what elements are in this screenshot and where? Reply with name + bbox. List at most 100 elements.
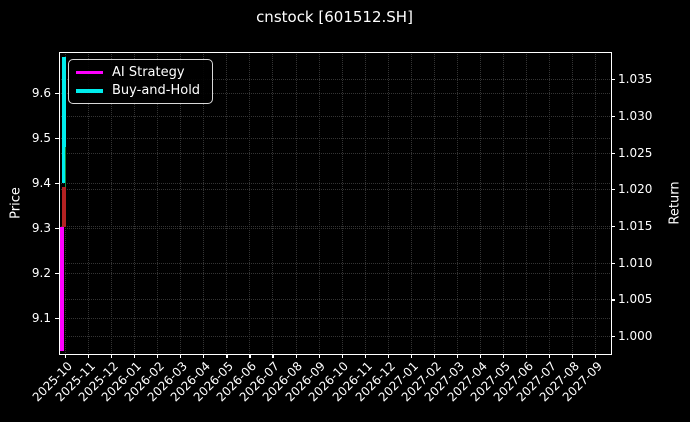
date-grid-line: [410, 52, 412, 353]
date-grid-line: [341, 52, 343, 353]
date-tick: [157, 354, 159, 358]
date-tick: [549, 354, 551, 358]
chart-title: cnstock [601512.SH]: [256, 8, 413, 26]
return-grid-line: [59, 262, 610, 264]
date-grid-line: [88, 52, 90, 353]
return-tick: [611, 152, 615, 154]
return-tick-label: 1.015: [618, 218, 653, 233]
date-tick: [203, 354, 205, 358]
return-grid-line: [59, 189, 610, 191]
return-grid-line: [59, 115, 610, 117]
buy-and-hold-line-swatch: [76, 89, 103, 93]
date-tick: [502, 354, 505, 358]
series-line-price-falling: [62, 187, 66, 227]
price-grid-line: [59, 317, 610, 319]
date-tick: [111, 354, 113, 358]
date-grid-line: [295, 52, 297, 353]
date-tick: [226, 354, 228, 358]
legend-label: AI Strategy: [112, 64, 185, 80]
price-tick-label: 9.6: [31, 85, 51, 100]
date-grid-line: [526, 52, 527, 353]
return-grid-line: [59, 299, 610, 301]
series-line-ai-strategy: [59, 227, 64, 351]
date-tick: [341, 354, 343, 358]
date-grid-line: [456, 52, 458, 353]
return-grid-line: [59, 225, 610, 227]
price-tick: [55, 227, 59, 230]
date-tick: [180, 354, 182, 358]
legend-item-buy-and-hold: Buy-and-Hold: [76, 83, 206, 98]
date-grid-line: [272, 52, 274, 353]
date-grid-line: [249, 52, 251, 353]
date-grid-line: [111, 52, 113, 353]
return-tick-label: 1.025: [618, 145, 653, 160]
price-grid-line: [59, 227, 610, 229]
date-tick: [249, 354, 251, 358]
date-tick: [364, 354, 366, 358]
date-tick: [65, 354, 67, 358]
date-grid-line: [549, 52, 551, 353]
price-tick: [55, 182, 59, 185]
left-axis-label: Price: [8, 187, 24, 219]
date-grid-line: [433, 52, 435, 353]
date-tick: [456, 354, 459, 358]
date-grid-line: [226, 52, 228, 353]
date-tick: [295, 354, 297, 358]
return-tick-label: 1.020: [618, 182, 653, 197]
date-grid-line: [318, 52, 320, 353]
return-tick: [611, 189, 615, 191]
ai-strategy-line-swatch: [76, 70, 103, 74]
date-grid-line: [387, 52, 389, 353]
date-grid-line: [479, 52, 481, 353]
series-line-buy-and-hold: [61, 57, 67, 184]
date-tick: [526, 354, 528, 358]
price-tick: [55, 317, 59, 320]
return-tick: [611, 336, 615, 338]
date-grid-line: [364, 52, 366, 353]
price-tick-label: 9.1: [31, 310, 51, 325]
date-grid-line: [203, 52, 205, 353]
price-tick-label: 9.2: [31, 265, 51, 280]
plot-area: [59, 52, 612, 355]
return-tick: [611, 79, 615, 81]
return-tick-label: 1.030: [618, 108, 653, 123]
price-tick: [55, 137, 59, 140]
date-grid-line: [502, 52, 504, 353]
date-tick: [572, 354, 574, 358]
price-tick: [55, 92, 59, 95]
return-grid-line: [59, 336, 610, 338]
price-tick-label: 9.5: [31, 130, 51, 145]
date-tick: [318, 354, 320, 358]
return-tick-label: 1.035: [618, 72, 653, 87]
date-grid-line: [595, 52, 597, 353]
date-grid-line: [134, 52, 136, 353]
date-tick: [387, 354, 389, 358]
price-grid-line: [59, 92, 610, 94]
return-tick: [611, 262, 615, 264]
date-tick: [479, 354, 482, 358]
legend-item-ai-strategy: AI Strategy: [76, 65, 206, 80]
return-tick: [611, 225, 615, 228]
date-tick: [410, 354, 412, 358]
date-tick: [433, 354, 435, 358]
return-tick-label: 1.005: [618, 292, 653, 307]
legend-label: Buy-and-Hold: [112, 83, 201, 99]
price-grid-line: [59, 272, 610, 274]
legend: AI Strategy Buy-and-Hold: [68, 59, 213, 104]
price-grid-line: [59, 182, 610, 184]
grid-layer: [59, 52, 610, 353]
date-grid-line: [157, 52, 159, 353]
date-tick: [134, 354, 136, 358]
date-tick: [272, 354, 274, 358]
date-tick: [88, 354, 90, 358]
return-tick-label: 1.000: [618, 329, 653, 344]
return-grid-line: [59, 152, 610, 154]
return-tick-label: 1.010: [618, 255, 653, 270]
price-tick-label: 9.4: [31, 175, 51, 190]
price-grid-line: [59, 137, 610, 139]
date-grid-line: [180, 52, 182, 353]
return-tick: [611, 299, 615, 301]
price-tick: [55, 272, 59, 275]
series-line-price-rising: [64, 146, 67, 188]
